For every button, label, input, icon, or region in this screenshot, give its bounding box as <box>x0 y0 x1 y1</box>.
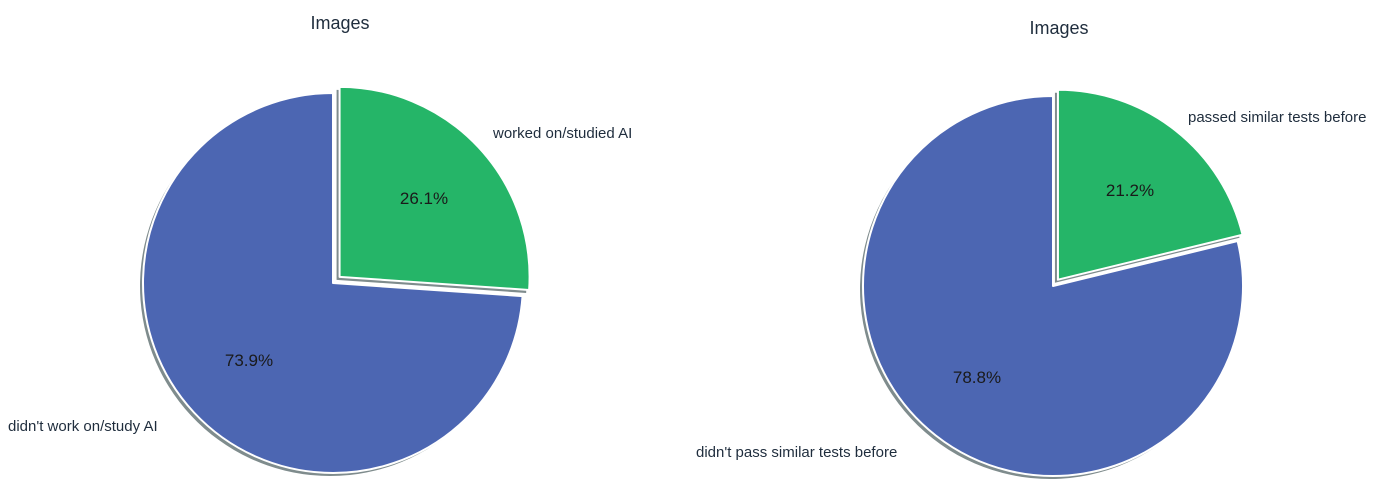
pie-chart-ai-experience: Images worked on/studied AI didn't work … <box>8 13 632 476</box>
slice-label-passed-similar-tests: passed similar tests before <box>1188 109 1366 126</box>
slice-label-didnt-work-on-ai: didn't work on/study AI <box>8 418 158 435</box>
slice-percent-didnt-work-on-ai: 73.9% <box>225 351 273 370</box>
chart-title: Images <box>1029 18 1088 38</box>
chart-title: Images <box>310 13 369 33</box>
slice-label-didnt-pass-similar-tests: didn't pass similar tests before <box>696 444 897 461</box>
slice-percent-passed-similar-tests: 21.2% <box>1106 181 1154 200</box>
pie-slice-passed-similar-tests-before <box>1056 88 1244 281</box>
slice-percent-worked-on-ai: 26.1% <box>400 189 448 208</box>
slice-label-worked-on-ai: worked on/studied AI <box>492 125 632 142</box>
pie-slice-didn-t-pass-similar-tests-before <box>862 95 1244 477</box>
slice-percent-didnt-pass-similar-tests: 78.8% <box>953 368 1001 387</box>
pie-chart-similar-tests: Images passed similar tests before didn'… <box>696 18 1366 479</box>
pie-slice-didn-t-work-on-study-ai <box>142 92 524 474</box>
pie-slice-worked-on-studied-ai <box>338 85 531 291</box>
